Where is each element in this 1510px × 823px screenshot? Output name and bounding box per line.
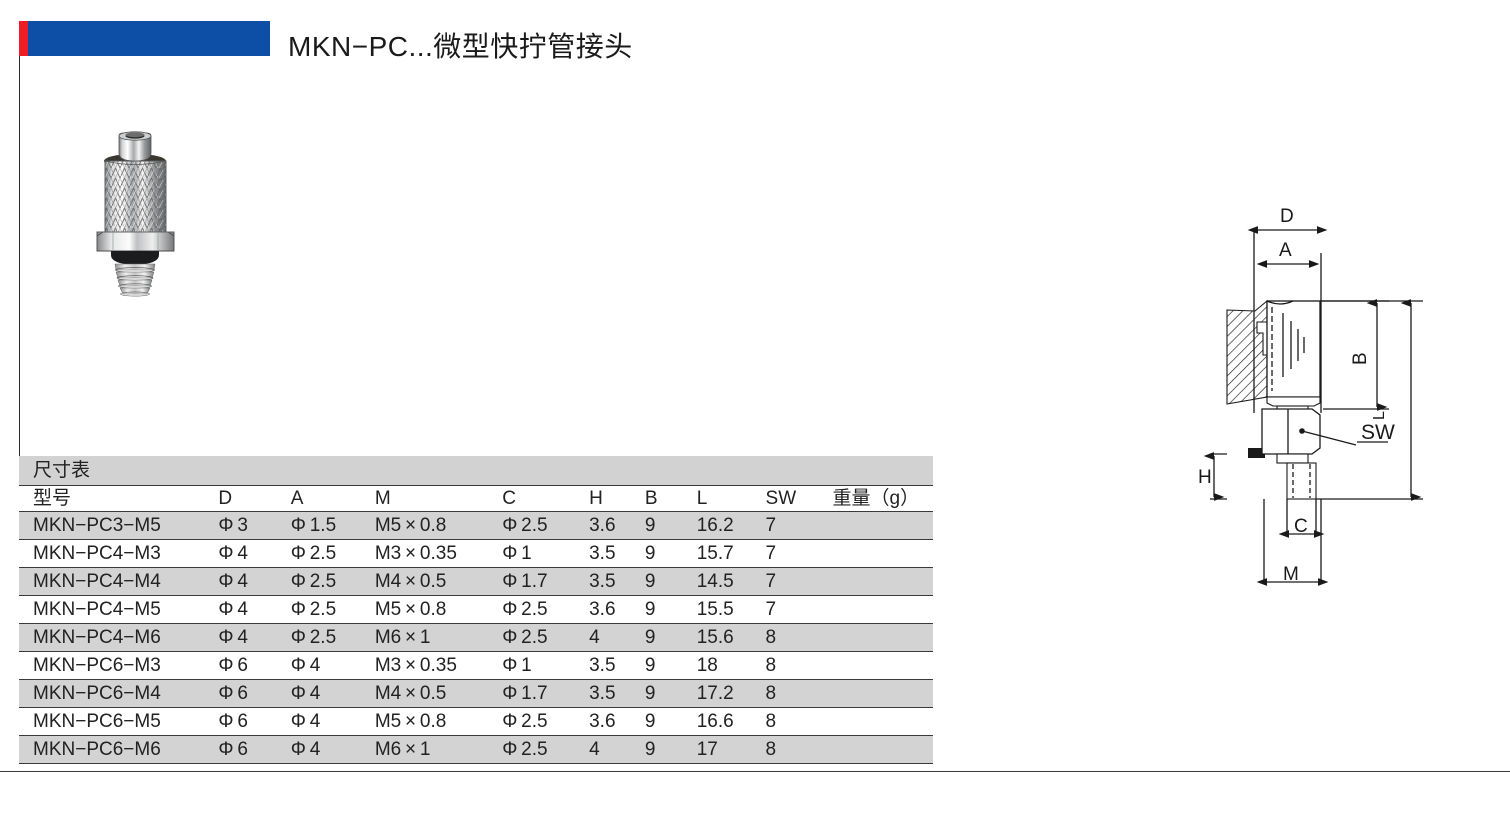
svg-text:C: C — [1294, 516, 1308, 537]
svg-text:B: B — [1350, 352, 1371, 365]
svg-text:SW: SW — [1361, 421, 1395, 444]
svg-text:A: A — [1279, 240, 1292, 261]
svg-text:H: H — [1198, 467, 1212, 488]
svg-text:M: M — [1283, 564, 1299, 585]
svg-text:L: L — [1371, 411, 1388, 420]
svg-text:D: D — [1280, 206, 1294, 227]
